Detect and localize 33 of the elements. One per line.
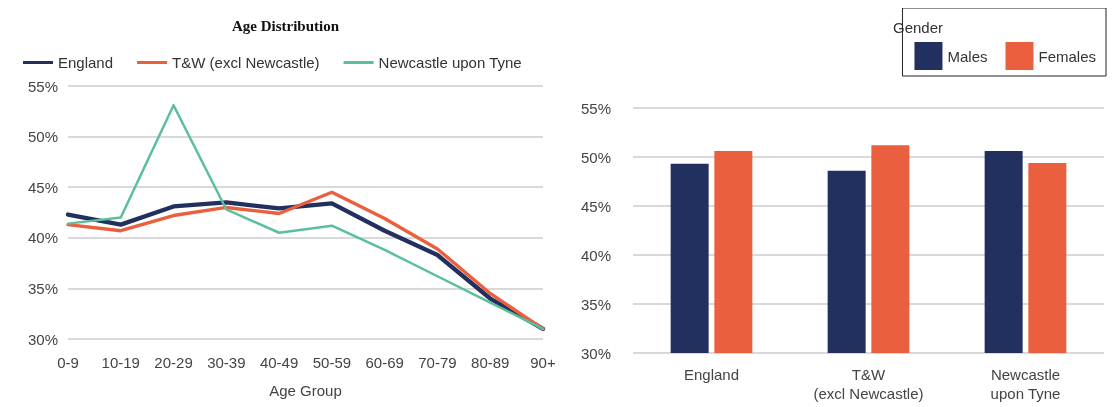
y-tick-label: 45% — [580, 197, 611, 215]
y-tick-label: 50% — [580, 148, 611, 166]
y-tick-label: 40% — [27, 229, 58, 247]
y-tick-label: 35% — [27, 279, 58, 297]
x-tick-label: 80-89 — [471, 354, 510, 371]
x-tick-label: England — [683, 366, 740, 383]
legend-label: T&W (excl Newcastle) — [172, 54, 320, 71]
y-tick-label: 55% — [580, 99, 611, 117]
y-tick-label: 50% — [27, 128, 58, 146]
legend-label: Males — [947, 47, 988, 65]
x-tick-label: 10-19 — [101, 354, 140, 371]
x-axis-title: Age Group — [269, 382, 342, 399]
chart-title: Age Distribution — [231, 17, 340, 34]
x-tick-label: 60-69 — [365, 354, 404, 371]
y-tick-label: 45% — [27, 178, 58, 196]
legend-label: Females — [1038, 47, 1097, 65]
x-tick-label: T&W (excl Newcastle) — [813, 366, 924, 402]
y-tick-label: 55% — [27, 77, 58, 95]
x-tick-label: Newcastle upon Tyne — [990, 366, 1061, 402]
y-tick-label: 40% — [580, 246, 611, 264]
x-tick-label: 20-29 — [154, 354, 193, 371]
x-tick-label: 40-49 — [259, 354, 299, 371]
x-tick-label: 0-9 — [57, 354, 79, 371]
legend-label: England — [58, 54, 114, 71]
x-tick-label: 70-79 — [418, 354, 457, 371]
y-tick-label: 35% — [580, 295, 611, 313]
y-tick-label: 30% — [580, 344, 611, 362]
x-tick-label: 50-59 — [312, 354, 352, 371]
legend-label: Newcastle upon Tyne — [378, 54, 522, 71]
y-tick-label: 30% — [27, 330, 58, 348]
x-tick-label: 30-39 — [207, 354, 246, 371]
line-series — [66, 103, 545, 331]
x-tick-label: 90+ — [530, 354, 556, 371]
